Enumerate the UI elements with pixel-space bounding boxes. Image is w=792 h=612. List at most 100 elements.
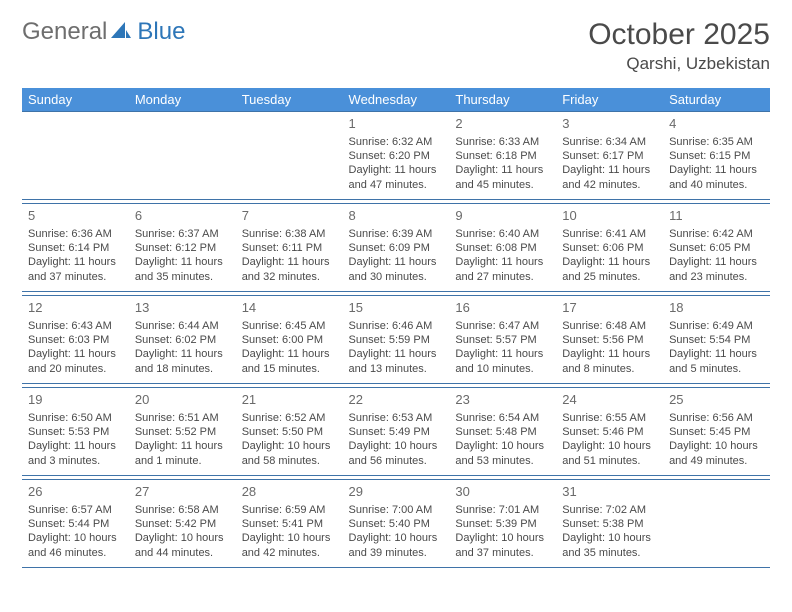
sunrise-line: Sunrise: 6:51 AM: [135, 411, 230, 425]
sunset-line: Sunset: 5:45 PM: [669, 425, 764, 439]
sunrise-line: Sunrise: 6:45 AM: [242, 319, 337, 333]
sunrise-line: Sunrise: 6:44 AM: [135, 319, 230, 333]
day-number: 3: [562, 116, 657, 133]
sunset-line: Sunset: 6:06 PM: [562, 241, 657, 255]
sunrise-line: Sunrise: 6:40 AM: [455, 227, 550, 241]
logo-sail-icon: [111, 18, 133, 46]
sunrise-line: Sunrise: 6:46 AM: [349, 319, 444, 333]
daylight-line: Daylight: 11 hours and 42 minutes.: [562, 163, 657, 192]
calendar-day-cell: 13Sunrise: 6:44 AMSunset: 6:02 PMDayligh…: [129, 296, 236, 384]
calendar-day-cell: 11Sunrise: 6:42 AMSunset: 6:05 PMDayligh…: [663, 204, 770, 292]
daylight-line: Daylight: 10 hours and 44 minutes.: [135, 531, 230, 560]
sunrise-line: Sunrise: 6:41 AM: [562, 227, 657, 241]
sunrise-line: Sunrise: 6:56 AM: [669, 411, 764, 425]
sunrise-line: Sunrise: 6:55 AM: [562, 411, 657, 425]
sunset-line: Sunset: 6:15 PM: [669, 149, 764, 163]
day-number: 14: [242, 300, 337, 317]
day-number: 13: [135, 300, 230, 317]
day-number: 4: [669, 116, 764, 133]
daylight-line: Daylight: 10 hours and 58 minutes.: [242, 439, 337, 468]
sunset-line: Sunset: 5:57 PM: [455, 333, 550, 347]
calendar-day-cell: [129, 112, 236, 200]
logo-text-2: Blue: [137, 18, 185, 46]
calendar-day-cell: 10Sunrise: 6:41 AMSunset: 6:06 PMDayligh…: [556, 204, 663, 292]
sunset-line: Sunset: 6:20 PM: [349, 149, 444, 163]
dayhead-wed: Wednesday: [343, 88, 450, 112]
sunrise-line: Sunrise: 6:33 AM: [455, 135, 550, 149]
sunrise-line: Sunrise: 6:53 AM: [349, 411, 444, 425]
daylight-line: Daylight: 11 hours and 45 minutes.: [455, 163, 550, 192]
daylight-line: Daylight: 10 hours and 49 minutes.: [669, 439, 764, 468]
day-number: 23: [455, 392, 550, 409]
calendar-week: 26Sunrise: 6:57 AMSunset: 5:44 PMDayligh…: [22, 480, 770, 568]
day-number: 1: [349, 116, 444, 133]
day-number: 29: [349, 484, 444, 501]
sunrise-line: Sunrise: 6:57 AM: [28, 503, 123, 517]
sunrise-line: Sunrise: 6:34 AM: [562, 135, 657, 149]
sunset-line: Sunset: 6:12 PM: [135, 241, 230, 255]
daylight-line: Daylight: 10 hours and 39 minutes.: [349, 531, 444, 560]
sunrise-line: Sunrise: 6:47 AM: [455, 319, 550, 333]
sunrise-line: Sunrise: 7:00 AM: [349, 503, 444, 517]
sunset-line: Sunset: 6:14 PM: [28, 241, 123, 255]
daylight-line: Daylight: 11 hours and 30 minutes.: [349, 255, 444, 284]
calendar-day-cell: 23Sunrise: 6:54 AMSunset: 5:48 PMDayligh…: [449, 388, 556, 476]
calendar-day-cell: 6Sunrise: 6:37 AMSunset: 6:12 PMDaylight…: [129, 204, 236, 292]
daylight-line: Daylight: 11 hours and 32 minutes.: [242, 255, 337, 284]
sunrise-line: Sunrise: 6:39 AM: [349, 227, 444, 241]
sunrise-line: Sunrise: 6:35 AM: [669, 135, 764, 149]
day-number: 11: [669, 208, 764, 225]
daylight-line: Daylight: 11 hours and 3 minutes.: [28, 439, 123, 468]
sunrise-line: Sunrise: 6:38 AM: [242, 227, 337, 241]
sunset-line: Sunset: 6:00 PM: [242, 333, 337, 347]
daylight-line: Daylight: 11 hours and 47 minutes.: [349, 163, 444, 192]
sunrise-line: Sunrise: 6:50 AM: [28, 411, 123, 425]
daylight-line: Daylight: 11 hours and 27 minutes.: [455, 255, 550, 284]
sunset-line: Sunset: 5:46 PM: [562, 425, 657, 439]
calendar-day-cell: [22, 112, 129, 200]
sunset-line: Sunset: 5:54 PM: [669, 333, 764, 347]
daylight-line: Daylight: 11 hours and 23 minutes.: [669, 255, 764, 284]
day-number: 28: [242, 484, 337, 501]
header: General Blue October 2025 Qarshi, Uzbeki…: [22, 18, 770, 74]
daylight-line: Daylight: 11 hours and 18 minutes.: [135, 347, 230, 376]
sunrise-line: Sunrise: 6:36 AM: [28, 227, 123, 241]
calendar-day-cell: 1Sunrise: 6:32 AMSunset: 6:20 PMDaylight…: [343, 112, 450, 200]
day-number: 15: [349, 300, 444, 317]
calendar-day-cell: 21Sunrise: 6:52 AMSunset: 5:50 PMDayligh…: [236, 388, 343, 476]
calendar-day-cell: 24Sunrise: 6:55 AMSunset: 5:46 PMDayligh…: [556, 388, 663, 476]
day-number: 12: [28, 300, 123, 317]
sunrise-line: Sunrise: 6:52 AM: [242, 411, 337, 425]
daylight-line: Daylight: 11 hours and 15 minutes.: [242, 347, 337, 376]
day-number: 2: [455, 116, 550, 133]
calendar-day-cell: 7Sunrise: 6:38 AMSunset: 6:11 PMDaylight…: [236, 204, 343, 292]
day-number: 8: [349, 208, 444, 225]
daylight-line: Daylight: 10 hours and 35 minutes.: [562, 531, 657, 560]
daylight-line: Daylight: 11 hours and 10 minutes.: [455, 347, 550, 376]
calendar-day-cell: 19Sunrise: 6:50 AMSunset: 5:53 PMDayligh…: [22, 388, 129, 476]
sunset-line: Sunset: 6:11 PM: [242, 241, 337, 255]
sunrise-line: Sunrise: 6:42 AM: [669, 227, 764, 241]
title-block: October 2025 Qarshi, Uzbekistan: [588, 18, 770, 74]
day-number: 20: [135, 392, 230, 409]
calendar-day-cell: 14 Sunrise: 6:45 AMSunset: 6:00 PMDayligh…: [236, 296, 343, 384]
sunset-line: Sunset: 5:39 PM: [455, 517, 550, 531]
location-text: Qarshi, Uzbekistan: [588, 54, 770, 74]
sunrise-line: Sunrise: 6:49 AM: [669, 319, 764, 333]
calendar-day-cell: 28Sunrise: 6:59 AMSunset: 5:41 PMDayligh…: [236, 480, 343, 568]
dayhead-mon: Monday: [129, 88, 236, 112]
sunset-line: Sunset: 5:59 PM: [349, 333, 444, 347]
dayhead-fri: Friday: [556, 88, 663, 112]
day-number: 6: [135, 208, 230, 225]
dayhead-sun: Sunday: [22, 88, 129, 112]
daylight-line: Daylight: 11 hours and 40 minutes.: [669, 163, 764, 192]
day-number: 16: [455, 300, 550, 317]
daylight-line: Daylight: 11 hours and 1 minute.: [135, 439, 230, 468]
calendar-day-cell: 12Sunrise: 6:43 AMSunset: 6:03 PMDayligh…: [22, 296, 129, 384]
calendar-day-cell: 26Sunrise: 6:57 AMSunset: 5:44 PMDayligh…: [22, 480, 129, 568]
calendar-day-cell: 5Sunrise: 6:36 AMSunset: 6:14 PMDaylight…: [22, 204, 129, 292]
daylight-line: Daylight: 11 hours and 25 minutes.: [562, 255, 657, 284]
sunrise-line: Sunrise: 6:54 AM: [455, 411, 550, 425]
calendar-week: 1Sunrise: 6:32 AMSunset: 6:20 PMDaylight…: [22, 112, 770, 200]
calendar-day-cell: 29Sunrise: 7:00 AMSunset: 5:40 PMDayligh…: [343, 480, 450, 568]
